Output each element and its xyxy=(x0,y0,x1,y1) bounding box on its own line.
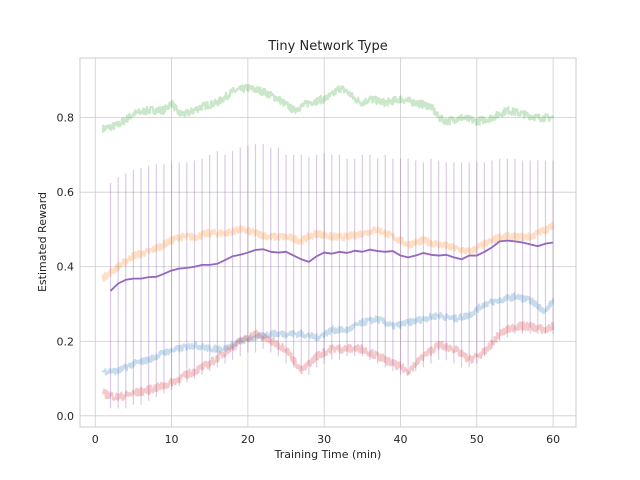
series-line xyxy=(101,221,555,282)
x-tick-label: 0 xyxy=(92,433,99,446)
y-tick-label: 0.6 xyxy=(57,186,75,199)
y-tick-label: 0.4 xyxy=(57,261,75,274)
series-layer xyxy=(101,83,555,402)
plot-area xyxy=(80,58,576,427)
series-line xyxy=(101,321,555,402)
x-tick-label: 60 xyxy=(546,433,560,446)
y-axis-label: Estimated Reward xyxy=(36,192,49,292)
x-tick-label: 30 xyxy=(317,433,331,446)
error-bars xyxy=(109,143,554,409)
x-axis-label: Training Time (min) xyxy=(274,448,382,461)
chart-title: Tiny Network Type xyxy=(267,39,388,54)
y-tick-label: 0.0 xyxy=(57,410,75,423)
y-tick-label: 0.8 xyxy=(57,112,75,125)
x-tick-label: 50 xyxy=(470,433,484,446)
y-tick-label: 0.2 xyxy=(57,335,75,348)
x-tick-label: 20 xyxy=(241,433,255,446)
series-line xyxy=(109,239,554,292)
x-tick-label: 10 xyxy=(165,433,179,446)
y-axis: 0.0 0.2 0.4 0.6 0.8 xyxy=(57,112,75,423)
x-axis: 0 10 20 30 40 50 60 xyxy=(92,433,560,446)
series-line xyxy=(101,83,555,133)
x-tick-label: 40 xyxy=(393,433,407,446)
series-line xyxy=(101,292,555,376)
plot-frame xyxy=(79,57,577,428)
